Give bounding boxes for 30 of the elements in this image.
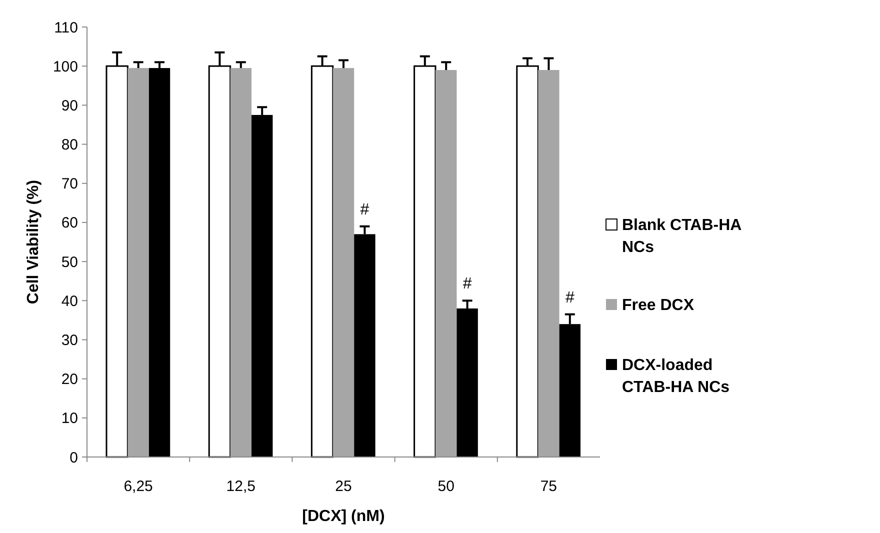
x-tick-label: 12,5 [226, 478, 256, 495]
legend-label: Free DCX [622, 297, 694, 314]
annotation: # [360, 201, 370, 218]
y-tick-label: 0 [70, 449, 78, 466]
y-tick-label: 10 [61, 410, 78, 428]
bar [538, 70, 560, 457]
y-tick-label: 80 [61, 136, 78, 154]
bar [128, 68, 149, 457]
y-tick-label: 30 [61, 332, 78, 349]
bar [332, 68, 354, 457]
x-tick-label: 6,25 [124, 478, 153, 495]
x-tick-label: 25 [335, 478, 352, 495]
y-tick-label: 90 [61, 97, 78, 114]
x-tick-label: 50 [438, 478, 454, 495]
bar [436, 70, 457, 457]
y-tick-label: 100 [52, 58, 78, 76]
y-axis-title: Cell Viability (%) [25, 180, 42, 304]
y-tick-label: 70 [61, 176, 78, 193]
y-tick-label: 110 [54, 19, 78, 36]
legend-label: Blank CTAB-HA NCs [622, 217, 742, 256]
y-tick-label: 20 [61, 371, 78, 388]
y-tick-label: 50 [61, 254, 78, 271]
y-tick-label: 40 [61, 292, 78, 310]
legend-label: DCX-loaded CTAB-HA NCs [622, 357, 730, 396]
x-tick-label: 75 [540, 478, 558, 495]
annotation: # [462, 276, 472, 293]
x-axis-title: [DCX] (nM) [302, 508, 385, 525]
bar [230, 68, 252, 457]
y-tick-label: 60 [61, 214, 78, 232]
annotation: # [565, 289, 574, 306]
